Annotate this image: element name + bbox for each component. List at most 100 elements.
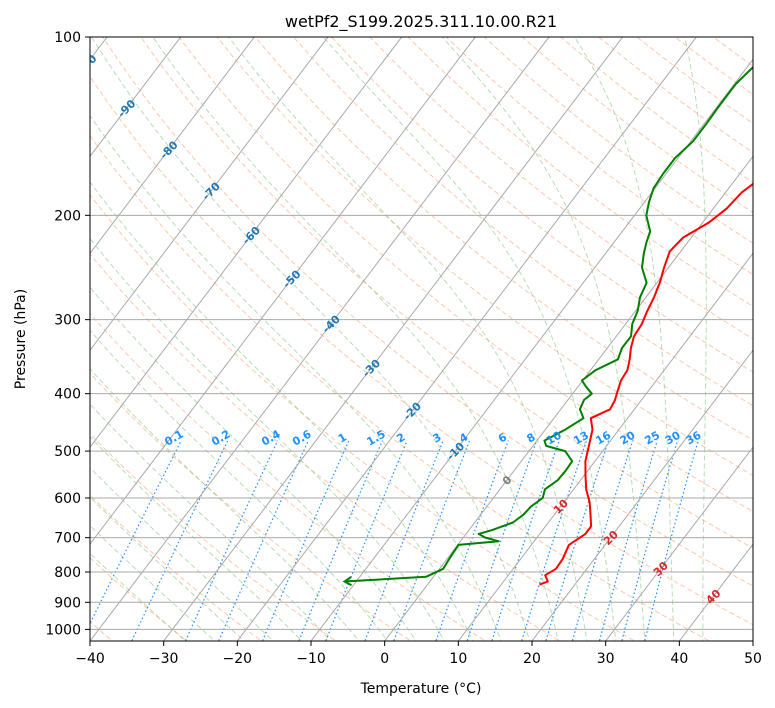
y-tick-label: 800: [54, 565, 81, 581]
moist-adiabat: [323, 37, 617, 641]
pressure-gridlines: [90, 37, 753, 630]
mixing-ratio-line: [571, 440, 634, 641]
y-tick-label: 700: [54, 531, 81, 547]
moist-adiabats: [90, 37, 707, 641]
mixing-ratio-label: 0.2: [209, 428, 232, 449]
isotherm-line: [236, 37, 698, 641]
isotherm-label: -70: [200, 180, 223, 203]
moist-adiabat: [90, 368, 360, 641]
x-tick-label: 50: [744, 651, 762, 667]
isotherm-lines: [90, 37, 753, 641]
temperature-line: [539, 182, 753, 586]
dry-adiabat: [102, 37, 753, 587]
y-axis-title: Pressure (hPa): [13, 289, 29, 389]
mixing-ratio-lines: [90, 440, 699, 641]
isotherm-line: [384, 155, 753, 641]
isotherm-line: [90, 37, 256, 255]
moist-adiabat: [574, 37, 675, 641]
x-tick-label: −40: [75, 651, 105, 667]
isotherm-line: [90, 37, 550, 641]
chart-title: wetPf2_S199.2025.311.10.00.R21: [285, 12, 557, 32]
plot-frame: [89, 36, 754, 642]
profile-series: [342, 65, 753, 587]
dry-adiabat: [90, 135, 711, 641]
x-tick-label: −30: [149, 651, 179, 667]
moist-adiabat: [90, 286, 417, 641]
x-axis: −40 −30 −20 −10 0 10 20 30 40 50: [75, 641, 762, 667]
dry-adiabat: [178, 37, 753, 512]
y-tick-label: 400: [54, 387, 81, 403]
mixing-ratio-label: 0.4: [259, 427, 283, 448]
mixing-ratio-line: [298, 440, 383, 641]
mixing-ratio-label: 13: [571, 429, 591, 448]
moist-adiabat: [228, 37, 588, 641]
dry-adiabats: [90, 37, 753, 641]
mixing-ratio-line: [131, 440, 229, 641]
isotherm-label: -100: [71, 52, 100, 81]
mixing-ratio-labels: 0.1 0.2 0.4 0.6 1 1.5 2 3 4 6 8 10 13 16 20 25 30 36: [162, 427, 703, 448]
moist-adiabat: [90, 181, 474, 641]
mixing-ratio-label: 36: [684, 428, 704, 447]
dry-adiabat: [751, 37, 753, 39]
x-tick-label: −20: [223, 651, 253, 667]
mixing-ratio-line: [184, 440, 279, 641]
dry-adiabat: [90, 312, 487, 641]
mixing-ratio-label: 16: [593, 428, 613, 447]
mixing-ratio-line: [598, 440, 658, 641]
dry-adiabat: [331, 37, 753, 373]
mixing-ratio-label: 3: [431, 431, 444, 446]
moist-adiabat: [90, 496, 245, 641]
x-tick-label: 0: [380, 651, 389, 667]
moist-adiabat: [90, 552, 187, 641]
moist-adiabat: [90, 403, 332, 641]
isotherm-label: -30: [360, 356, 383, 379]
dry-adiabat: [90, 494, 263, 641]
isotherm-line: [752, 640, 753, 641]
dry-adiabat: [636, 37, 753, 125]
x-tick-label: 30: [597, 651, 615, 667]
isotherm-line: [90, 37, 403, 448]
moist-adiabat: [90, 524, 216, 641]
dewpoint-arrowhead: [342, 576, 352, 587]
dry-adiabat: [254, 37, 753, 441]
isotherm-label: -40: [320, 312, 343, 335]
mixing-ratio-line: [644, 440, 699, 641]
isotherm-line: [457, 252, 753, 641]
dry-adiabat: [140, 37, 753, 549]
mixing-ratio-line: [521, 440, 588, 641]
mixing-ratio-label: 30: [663, 428, 683, 447]
mixing-ratio-label: 0.6: [290, 427, 314, 448]
theta-labels: 10 20 30 40: [551, 497, 724, 607]
theta-label: 30: [651, 559, 671, 579]
moist-adiabat: [90, 237, 445, 641]
dry-adiabat: [407, 37, 753, 307]
isotherm-label: -60: [240, 224, 263, 247]
y-tick-label: 600: [54, 491, 81, 507]
mixing-ratio-line: [621, 440, 679, 641]
moist-adiabat: [90, 329, 389, 641]
y-tick-label: 100: [54, 30, 81, 46]
moist-adiabat: [90, 466, 274, 641]
isotherm-line: [310, 58, 753, 641]
x-tick-label: −10: [296, 651, 326, 667]
x-tick-label: 20: [523, 651, 541, 667]
theta-label: 40: [703, 587, 723, 607]
y-tick-label: 300: [54, 313, 81, 329]
mixing-ratio-label: 6: [496, 430, 509, 445]
dry-adiabat: [90, 433, 337, 641]
y-axis: 100 200 300 400 500 600 700 800 900 1000: [45, 30, 90, 638]
isotherm-line: [90, 37, 182, 158]
isotherm-label: -80: [157, 138, 180, 161]
theta-label: 10: [551, 497, 571, 517]
dry-adiabat: [483, 37, 753, 244]
mixing-ratio-line: [90, 440, 182, 625]
dry-adiabat: [560, 37, 753, 183]
isotherm-label: -20: [401, 400, 424, 423]
dewpoint-line: [344, 65, 753, 583]
y-tick-label: 500: [54, 444, 81, 460]
y-tick-label: 900: [54, 595, 81, 611]
dry-adiabat: [90, 194, 636, 641]
isotherm-line: [605, 446, 753, 641]
dry-adiabat: [216, 37, 753, 477]
